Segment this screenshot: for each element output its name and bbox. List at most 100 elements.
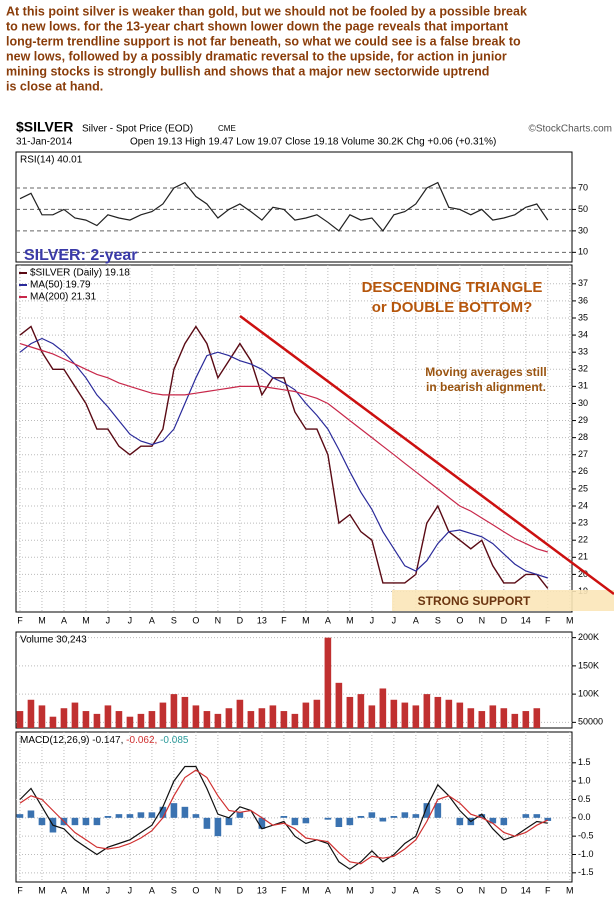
legend-item: Volume 30,243 bbox=[20, 635, 87, 646]
bar bbox=[38, 817, 46, 826]
exchange: CME bbox=[218, 124, 236, 133]
bar bbox=[291, 713, 299, 728]
bar bbox=[71, 702, 79, 728]
bar bbox=[192, 705, 200, 728]
y-tick-label: 26 bbox=[578, 466, 588, 476]
bar bbox=[170, 694, 178, 728]
bar bbox=[335, 817, 343, 827]
bar bbox=[38, 705, 46, 728]
y-tick-label: 23 bbox=[578, 517, 588, 527]
series-line bbox=[19, 325, 549, 589]
bar bbox=[445, 699, 453, 728]
x-tick-label: D bbox=[237, 615, 244, 625]
bar bbox=[236, 812, 244, 818]
y-tick-label: 10 bbox=[578, 247, 588, 257]
x-tick-label: A bbox=[325, 615, 331, 625]
bar bbox=[214, 817, 222, 837]
x-tick-label: M bbox=[302, 885, 310, 895]
bar bbox=[236, 699, 244, 728]
ma-note: Moving averages still bbox=[425, 365, 546, 379]
bar bbox=[181, 806, 189, 818]
bar bbox=[104, 815, 112, 818]
y-tick-label: 150K bbox=[578, 660, 599, 670]
x-tick-label: N bbox=[215, 885, 222, 895]
bar bbox=[500, 708, 508, 728]
y-tick-label: 33 bbox=[578, 347, 588, 357]
x-tick-label: N bbox=[215, 615, 222, 625]
x-tick-label: S bbox=[171, 615, 177, 625]
y-tick-label: 30 bbox=[578, 225, 588, 235]
y-tick-label: -1.5 bbox=[578, 867, 594, 877]
bar bbox=[104, 705, 112, 728]
y-tick-label: 1.5 bbox=[578, 757, 591, 767]
bar bbox=[423, 803, 431, 818]
bar bbox=[159, 702, 167, 728]
x-tick-label: M bbox=[38, 615, 46, 625]
legend-item: -0.085 bbox=[160, 735, 189, 746]
bar bbox=[489, 817, 497, 824]
x-tick-label: F bbox=[17, 615, 23, 625]
bar bbox=[302, 817, 310, 824]
bar bbox=[456, 702, 464, 728]
x-tick-label: M bbox=[566, 885, 574, 895]
intro-line: long-term trendline support is not far b… bbox=[6, 34, 521, 48]
ma-note: in bearish alignment. bbox=[426, 380, 546, 394]
y-tick-label: 20 bbox=[578, 569, 588, 579]
support-label: STRONG SUPPORT bbox=[418, 594, 531, 608]
y-tick-label: 31 bbox=[578, 381, 588, 391]
bar bbox=[302, 702, 310, 728]
x-tick-label: M bbox=[82, 885, 90, 895]
x-tick-label: F bbox=[281, 615, 287, 625]
x-tick-label: D bbox=[501, 615, 508, 625]
bar bbox=[401, 812, 409, 818]
quote: Open 19.13 High 19.47 Low 19.07 Close 19… bbox=[130, 137, 496, 148]
legend-item: -0.147, bbox=[92, 735, 123, 746]
plot bbox=[16, 181, 572, 253]
bar bbox=[335, 682, 343, 728]
bar bbox=[137, 713, 145, 728]
panel bbox=[15, 731, 573, 883]
y-tick-label: -0.5 bbox=[578, 831, 594, 841]
bar bbox=[434, 803, 442, 818]
legend-item: -0.062, bbox=[126, 735, 157, 746]
bar bbox=[291, 817, 299, 826]
legend-item: MA(50) 19.79 bbox=[30, 280, 91, 291]
bar bbox=[71, 817, 79, 826]
bar bbox=[379, 817, 387, 822]
panel bbox=[15, 151, 573, 263]
bar bbox=[379, 688, 387, 728]
bar bbox=[170, 803, 178, 818]
bar bbox=[280, 815, 288, 818]
bar bbox=[137, 812, 145, 818]
bar bbox=[368, 812, 376, 818]
plot bbox=[16, 637, 572, 728]
x-tick-label: S bbox=[171, 885, 177, 895]
y-tick-label: 1.0 bbox=[578, 776, 591, 786]
legend-item: MA(200) 21.31 bbox=[30, 292, 97, 303]
bar bbox=[478, 814, 486, 818]
bar bbox=[203, 711, 211, 728]
panel bbox=[15, 631, 573, 729]
x-tick-label: J bbox=[128, 615, 133, 625]
bar bbox=[203, 817, 211, 829]
bar bbox=[401, 702, 409, 728]
bar bbox=[423, 694, 431, 728]
bar bbox=[115, 814, 123, 818]
x-tick-label: 14 bbox=[521, 615, 531, 625]
bar bbox=[511, 713, 519, 728]
x-tick-label: J bbox=[370, 885, 375, 895]
plot bbox=[16, 732, 572, 882]
y-tick-label: 35 bbox=[578, 312, 588, 322]
bar bbox=[390, 815, 398, 818]
legend-item: MACD(12,26,9) bbox=[20, 735, 89, 746]
x-tick-label: N bbox=[479, 615, 486, 625]
x-tick-label: A bbox=[149, 885, 155, 895]
x-tick-label: 13 bbox=[257, 615, 267, 625]
x-tick-label: M bbox=[302, 615, 310, 625]
bar bbox=[324, 817, 332, 820]
y-tick-label: 27 bbox=[578, 449, 588, 459]
bar bbox=[368, 705, 376, 728]
bar bbox=[93, 713, 101, 728]
bar bbox=[258, 708, 266, 728]
y-tick-label: 50000 bbox=[578, 717, 603, 727]
